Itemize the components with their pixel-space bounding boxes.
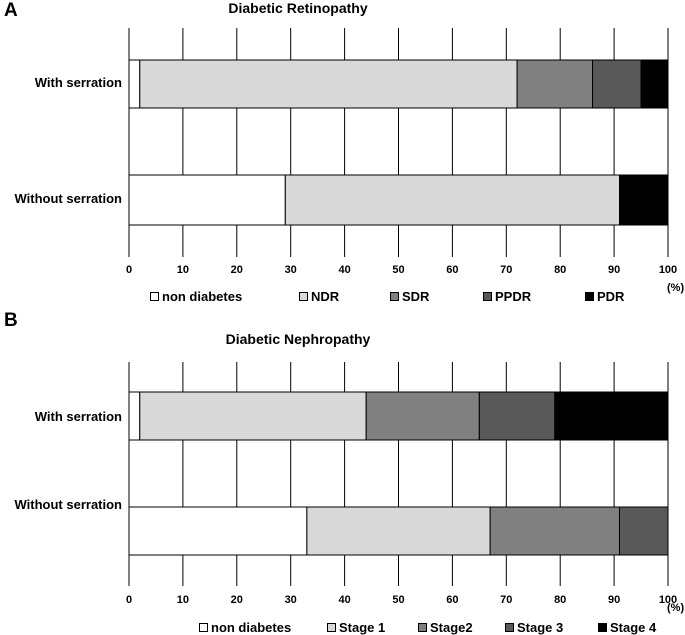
panel-a-row-label-without: Without serration	[14, 191, 123, 206]
panel-a-tick-label: 100	[658, 264, 678, 276]
panel-a-row-label-with: With serration	[34, 75, 122, 90]
panel-a-legend-pdr: PDR	[585, 289, 624, 304]
panel-b-bar-segment	[306, 506, 491, 556]
panel-b-bar-segment	[489, 506, 620, 556]
panel-a-letter: A	[4, 0, 18, 21]
legend-swatch	[598, 623, 607, 632]
panel-b-tick-label: 60	[446, 594, 459, 606]
panel-a-unit: (%)	[667, 282, 685, 294]
panel-b-tick-label: 0	[125, 594, 133, 606]
panel-b-bar-segment	[365, 391, 480, 441]
panel-b-tick-label: 40	[338, 594, 351, 606]
panel-a-bar-segment	[516, 59, 594, 109]
panel-a-tick-label: 60	[446, 264, 459, 276]
legend-swatch	[505, 623, 514, 632]
panel-a-title: Diabetic Retinopathy	[228, 0, 368, 16]
panel-a-tick-label: 70	[500, 264, 513, 276]
panel-b-tick-label: 70	[500, 594, 513, 606]
panel-a-bar-segment	[618, 174, 669, 226]
panel-a-bar-segment	[139, 59, 518, 109]
panel-a-legend-non-diabetes: non diabetes	[150, 289, 242, 304]
panel-a-tick-label: 40	[338, 264, 351, 276]
panel-a-bar-segment	[128, 59, 141, 109]
panel-b-bar-segment	[618, 506, 669, 556]
panel-b-letter: B	[4, 310, 18, 331]
legend-swatch	[585, 292, 594, 301]
panel-b-tick-label: 90	[607, 594, 621, 606]
legend-swatch	[390, 292, 399, 301]
panel-b-bar-segment	[128, 506, 308, 556]
panel-a-legend-sdr: SDR	[390, 289, 429, 304]
panel-b-bar-segment	[554, 391, 669, 441]
panel-b-legend-stage4: Stage 4	[598, 620, 656, 635]
panel-b-tick-label: 50	[392, 594, 405, 606]
panel-b-legend-stage3: Stage 3	[505, 620, 563, 635]
panel-a-tick-label: 50	[392, 264, 405, 276]
panel-a-tick-label: 20	[230, 264, 243, 276]
panel-a-tick-label: 10	[176, 264, 190, 276]
panel-b-tick-label: 30	[284, 594, 297, 606]
panel-a-tick-label: 80	[554, 264, 567, 276]
legend-swatch	[199, 623, 208, 632]
legend-swatch	[299, 292, 308, 301]
panel-a-legend-ndr: NDR	[299, 289, 339, 304]
panel-b-bar-segment	[139, 391, 367, 441]
panel-b-row-label-without: Without serration	[14, 497, 123, 512]
panel-b-unit: (%)	[667, 602, 685, 614]
panel-b-bar-segment	[478, 391, 556, 441]
panel-b-legend-non-diabetes: non diabetes	[199, 620, 291, 635]
legend-swatch	[483, 292, 492, 301]
panel-a-bar-segment	[640, 59, 669, 109]
panel-b-title: Diabetic Nephropathy	[225, 331, 371, 347]
panel-b-tick-label: 10	[176, 594, 190, 606]
panel-b-row-label-with: With serration	[34, 409, 122, 424]
panel-a-legend-ppdr: PPDR	[483, 289, 531, 304]
panel-b-tick-label: 80	[554, 594, 567, 606]
panel-b-legend-stage1: Stage 1	[327, 620, 385, 635]
legend-swatch	[327, 623, 336, 632]
panel-a-tick-label: 30	[284, 264, 297, 276]
panel-a-bar-segment	[592, 59, 642, 109]
panel-a-bar-segment	[284, 174, 620, 226]
panel-a-tick-label: 90	[607, 264, 621, 276]
panel-b-tick-label: 20	[230, 594, 243, 606]
panel-b-legend-stage2: Stage2	[418, 620, 473, 635]
panel-b-bar-segment	[128, 391, 141, 441]
legend-swatch	[418, 623, 427, 632]
panel-a-bar-segment	[128, 174, 286, 226]
legend-swatch	[150, 292, 159, 301]
panel-b-tick-label: 100	[658, 594, 678, 606]
panel-a-tick-label: 0	[125, 264, 133, 276]
